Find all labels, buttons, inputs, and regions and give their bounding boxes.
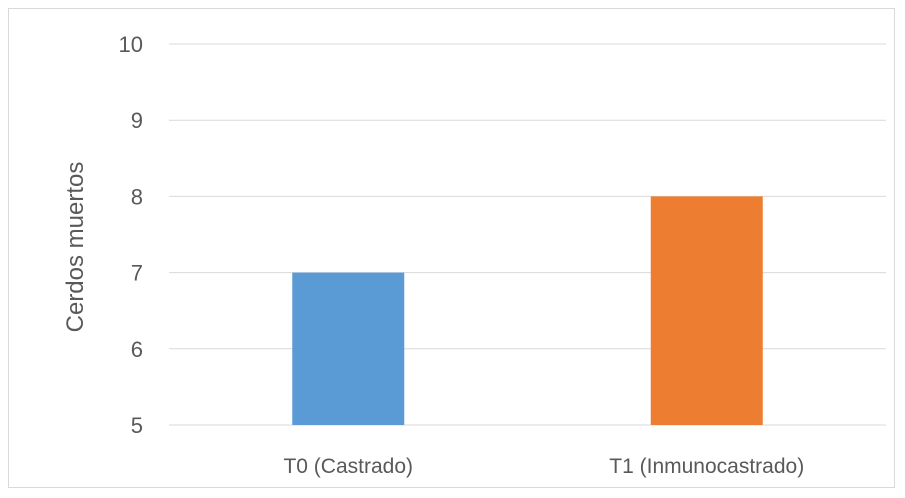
- y-tick-label: 5: [131, 413, 143, 438]
- bar-chart: 5 6 7 8 9 10 T0 (Castrado) T1 (Inmunocastrado)…: [62, 32, 886, 478]
- y-axis-ticks: 5 6 7 8 9 10: [119, 32, 143, 438]
- gridlines: [169, 43, 886, 426]
- bar-t1: [650, 196, 763, 425]
- x-category-label: T0 (Castrado): [283, 455, 413, 478]
- y-tick-label: 10: [119, 32, 143, 57]
- y-tick-label: 7: [131, 261, 143, 286]
- chart-frame: 5 6 7 8 9 10 T0 (Castrado) T1 (Inmunocastrado)…: [8, 8, 895, 488]
- y-axis-title: Cerdos muertos: [62, 162, 89, 333]
- y-tick-label: 9: [131, 108, 143, 133]
- bar-t0: [292, 272, 405, 425]
- x-axis-categories: T0 (Castrado) T1 (Inmunocastrado): [283, 455, 804, 478]
- x-category-label: T1 (Inmunocastrado): [609, 455, 804, 478]
- y-tick-label: 8: [131, 184, 143, 209]
- bars: [292, 196, 763, 425]
- y-tick-label: 6: [131, 337, 143, 362]
